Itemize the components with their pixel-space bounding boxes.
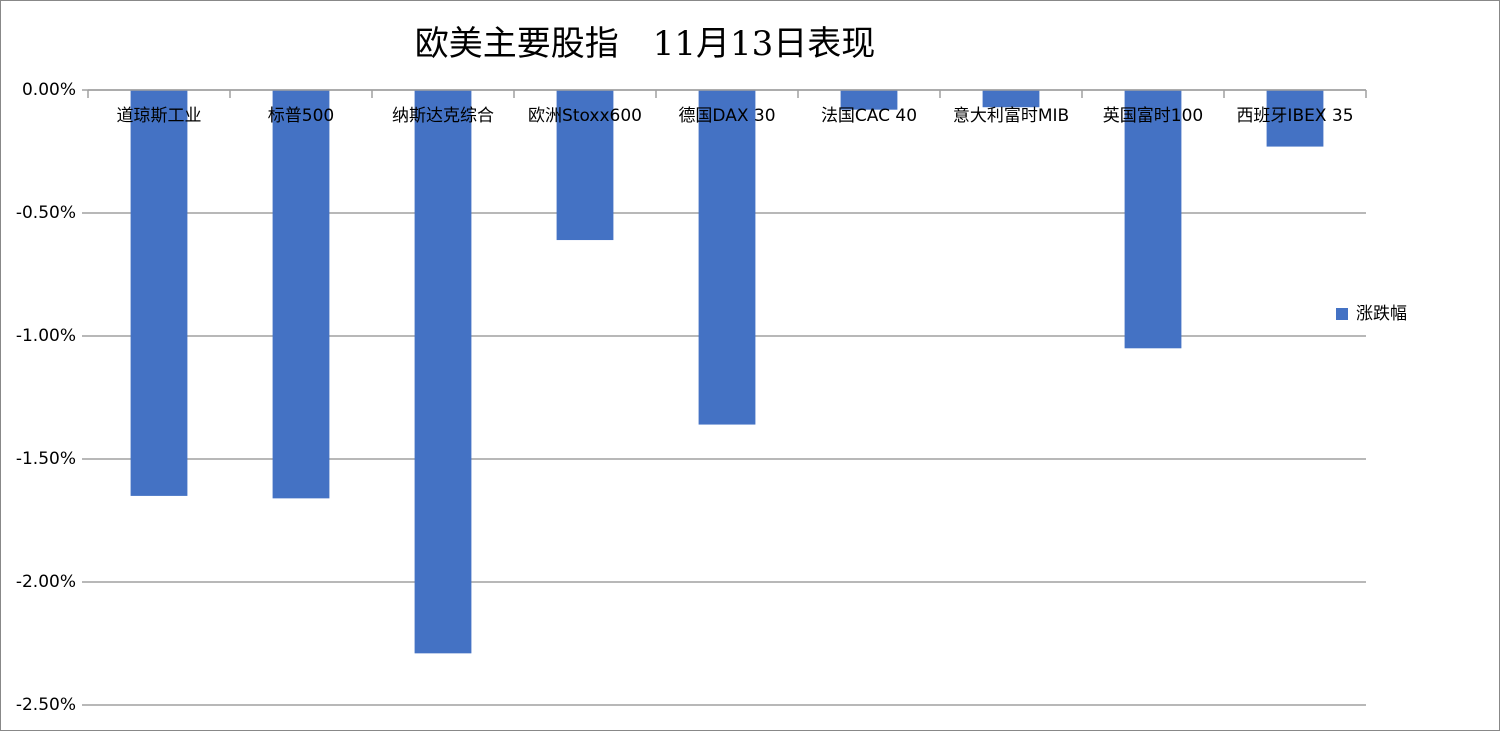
bar: [1266, 90, 1324, 147]
chart-title: 欧美主要股指 11月13日表现: [415, 24, 876, 64]
bar: [130, 90, 188, 496]
bar: [982, 90, 1040, 108]
y-tick-label: -2.00%: [16, 572, 76, 592]
y-tick-label: -0.50%: [16, 203, 76, 223]
x-tick-label: 意大利富时MIB: [953, 106, 1069, 126]
bar: [1124, 90, 1182, 349]
y-tick-label: -1.00%: [16, 326, 76, 346]
x-tick-label: 标普500: [268, 106, 334, 126]
x-tick-label: 西班牙IBEX 35: [1236, 106, 1353, 126]
x-tick-label: 英国富时100: [1103, 106, 1203, 126]
legend-label: 涨跌幅: [1356, 304, 1407, 324]
x-tick-label: 法国CAC 40: [821, 106, 917, 126]
bar: [556, 90, 614, 241]
y-tick-label: 0.00%: [22, 80, 76, 100]
bar: [272, 90, 330, 499]
bar: [414, 90, 472, 654]
y-tick-label: -1.50%: [16, 449, 76, 469]
legend-swatch: [1336, 308, 1348, 320]
x-tick-label: 德国DAX 30: [678, 106, 775, 126]
x-tick-label: 欧洲Stoxx600: [528, 106, 642, 126]
x-tick-label: 道琼斯工业: [117, 106, 202, 126]
bar: [698, 90, 756, 425]
bar: [840, 90, 898, 110]
x-tick-label: 纳斯达克综合: [392, 106, 494, 126]
y-tick-label: -2.50%: [16, 695, 76, 715]
